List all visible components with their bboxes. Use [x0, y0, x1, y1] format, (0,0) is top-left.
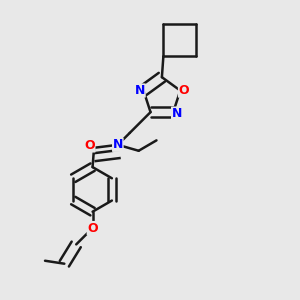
Text: O: O	[87, 221, 98, 235]
Text: N: N	[172, 107, 182, 120]
Text: O: O	[84, 139, 95, 152]
Text: O: O	[178, 84, 189, 97]
Text: N: N	[135, 84, 145, 97]
Text: N: N	[113, 138, 123, 151]
